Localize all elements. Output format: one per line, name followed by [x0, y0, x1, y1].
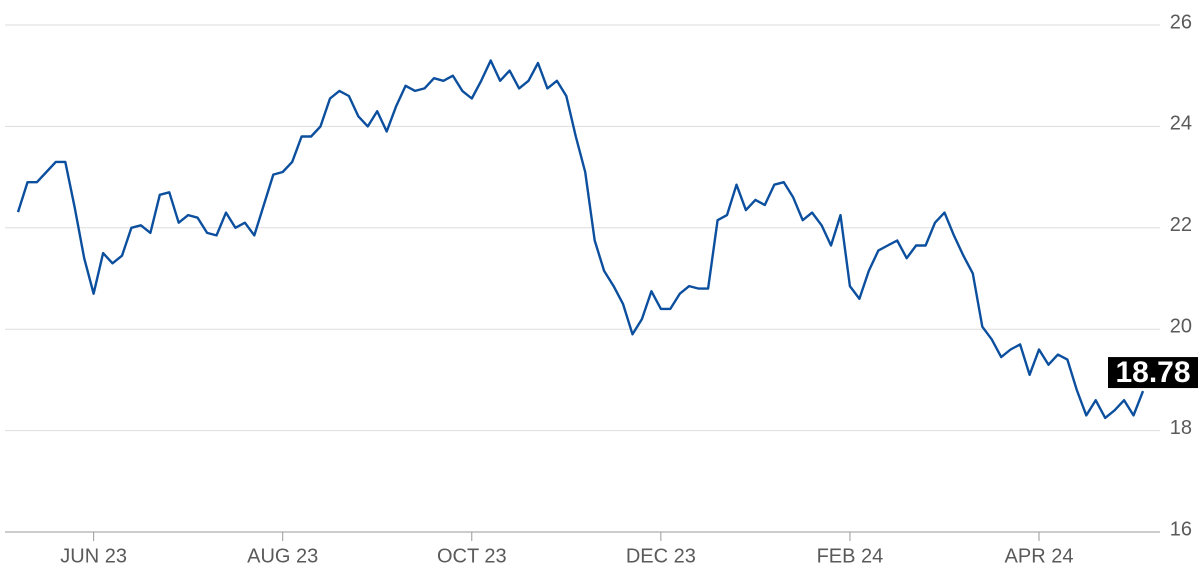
last-value-label: 18.78: [1115, 356, 1190, 389]
x-tick-label: FEB 24: [817, 545, 884, 567]
y-tick-label: 26: [1170, 11, 1192, 33]
last-value-badge: 18.78: [1108, 356, 1198, 389]
x-tick-label: AUG 23: [247, 545, 318, 567]
x-tick-label: APR 24: [1005, 545, 1074, 567]
y-tick-label: 24: [1170, 113, 1192, 135]
price-line: [16, 59, 1145, 420]
y-tick-label: 20: [1170, 315, 1192, 337]
y-tick-label: 16: [1170, 518, 1192, 540]
y-tick-label: 18: [1170, 417, 1192, 439]
y-tick-label: 22: [1170, 214, 1192, 236]
x-tick-label: OCT 23: [437, 545, 507, 567]
badge-box: [1108, 357, 1198, 389]
x-tick-label: JUN 23: [60, 545, 127, 567]
x-tick-label: DEC 23: [626, 545, 696, 567]
